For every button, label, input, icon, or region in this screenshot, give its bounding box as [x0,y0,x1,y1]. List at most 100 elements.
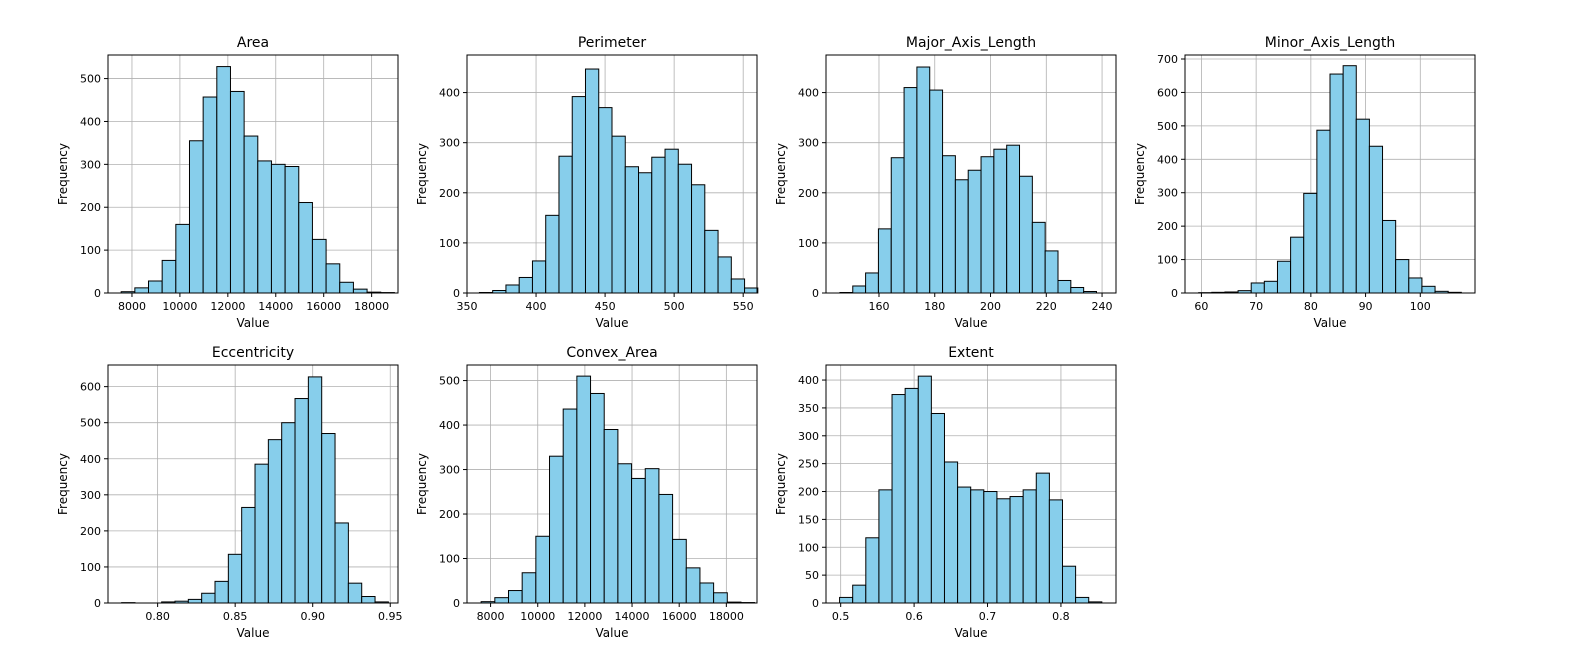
histogram-bar [929,89,944,294]
y-tick-label: 0 [453,597,460,610]
x-axis-label: Value [955,626,988,640]
histogram-bar [730,278,746,294]
x-axis-label: Value [596,316,629,330]
y-tick-label: 400 [1157,153,1178,166]
y-tick-label: 500 [439,375,460,388]
x-tick-label: 14000 [258,300,293,313]
subplot-5: 8000 10000 12000 14000 16000 18000 0 100 200 300 4… [415,345,758,640]
histogram-bar [531,260,547,294]
histogram-bar [201,592,216,604]
y-tick-label: 200 [80,525,101,538]
histogram-bar [188,140,204,294]
histogram-bar [1342,65,1357,294]
plot-frame [825,364,1117,604]
y-tick-label: 400 [798,87,819,100]
x-tick-label: 60 [1194,300,1208,313]
x-tick-label: 8000 [118,300,146,313]
x-tick-label: 0.95 [378,610,403,623]
histogram-bar [361,596,376,604]
histogram-bar [691,184,706,294]
subplot-title: Minor_Axis_Length [1265,35,1396,51]
histogram-bar [980,156,995,294]
subplot-title: Eccentricity [212,345,294,361]
histogram-bar [257,160,272,294]
histogram-bar [507,590,523,604]
histogram-bar [294,398,309,604]
y-tick-label: 100 [80,561,101,574]
histogram-bar [241,506,256,604]
histogram-bar [672,538,687,604]
y-tick-label: 100 [439,237,460,250]
x-tick-label: 16000 [662,610,697,623]
histogram-bar [704,229,719,294]
y-tick-label: 300 [1157,187,1178,200]
subplot-title: Perimeter [578,35,647,51]
histogram-bar [243,135,259,294]
plot-frame [825,54,1117,294]
histogram-bar [664,148,679,294]
histogram-bar [298,202,313,294]
histogram-bar [877,228,892,294]
x-tick-label: 100 [1410,300,1431,313]
histogram-bar [535,535,551,604]
histogram-bar [865,272,879,294]
x-axis-label: Value [1314,316,1347,330]
histogram-bar [611,135,626,294]
histogram-bar [562,408,578,604]
histogram-bar [930,412,945,604]
histogram-bar [521,572,537,604]
x-tick-label: 0.5 [832,610,850,623]
histogram-bar [590,392,605,604]
y-tick-label: 700 [1157,53,1178,66]
histogram-bar [1250,282,1265,294]
y-tick-label: 300 [798,430,819,443]
x-tick-label: 70 [1249,300,1263,313]
subplot-title: Extent [948,345,994,361]
x-tick-label: 0.8 [1052,610,1070,623]
histogram-bar [638,172,653,294]
histogram-bar [339,281,354,294]
y-tick-label: 250 [798,458,819,471]
histogram-bar [1263,280,1278,294]
histogram-bar [134,287,150,294]
x-tick-label: 0.7 [979,610,997,623]
subplot-title: Convex_Area [566,345,657,361]
histogram-bar [717,256,732,294]
histogram-bar [284,165,300,294]
x-axis-label: Value [237,316,270,330]
histogram-bar [1276,260,1292,294]
histogram-bar [1070,286,1085,294]
histogram-bar [1355,118,1370,294]
histogram-bar [852,584,867,604]
histogram-bar [1382,219,1397,294]
histogram-bar [270,163,286,294]
y-axis-label: Frequency [1133,143,1147,205]
x-tick-label: 90 [1359,300,1373,313]
histogram-bar [685,567,701,604]
histogram-bar [1048,499,1063,604]
histogram-bar [545,214,560,294]
histogram-bar [214,580,229,604]
y-tick-label: 400 [80,115,101,128]
subplot-2: 160 180 200 220 240 0 100 200 300 400 Major_Axis_L… [774,35,1117,330]
histogram-bar [983,491,998,604]
x-tick-label: 160 [868,300,889,313]
x-tick-label: 0.90 [300,610,325,623]
x-tick-label: 12000 [567,610,602,623]
histogram-bar [227,553,243,604]
x-tick-label: 0.6 [905,610,923,623]
histogram-bar [1006,144,1021,294]
x-tick-label: 16000 [306,300,341,313]
y-tick-label: 50 [805,569,819,582]
histogram-bar [584,68,600,294]
histogram-bar [644,468,660,604]
histogram-bar [505,284,520,294]
subplot-4: 0.80 0.85 0.90 0.95 0 100 200 300 400 500 600 Eccen… [56,345,402,640]
x-tick-label: 10000 [162,300,197,313]
x-tick-label: 500 [664,300,685,313]
y-tick-label: 400 [439,87,460,100]
x-tick-label: 220 [1036,300,1057,313]
histogram-bar [942,155,956,294]
histogram-bar [890,157,905,294]
